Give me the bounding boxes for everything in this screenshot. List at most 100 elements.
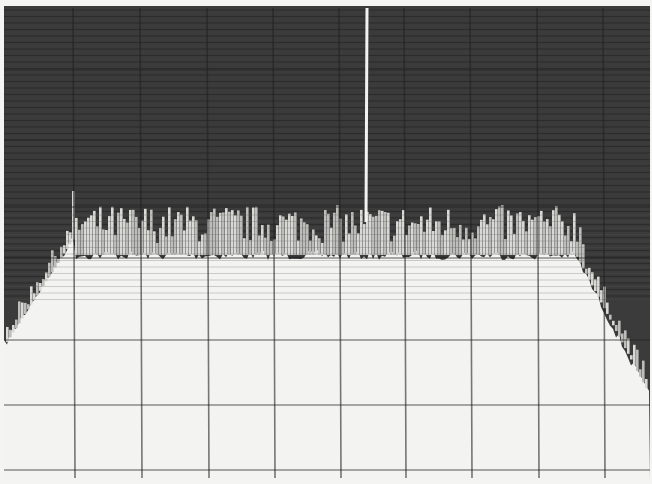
noise-spike	[615, 325, 618, 331]
noise-spike	[144, 208, 147, 255]
noise-spike	[384, 212, 387, 255]
noise-spike	[267, 224, 270, 255]
noise-spike	[567, 226, 570, 255]
noise-spike	[558, 214, 561, 255]
noise-spike	[552, 210, 555, 255]
noise-spike	[348, 233, 351, 255]
noise-spike	[636, 349, 639, 371]
noise-spike	[189, 220, 192, 255]
noise-spike	[291, 216, 294, 255]
noise-spike	[33, 293, 36, 300]
noise-spike	[147, 230, 150, 255]
noise-spike	[282, 216, 285, 255]
noise-spike	[402, 210, 405, 255]
noise-spike	[213, 208, 216, 255]
noise-spike	[342, 241, 345, 255]
noise-spike	[597, 276, 600, 297]
noise-spike	[351, 212, 354, 255]
noise-spike	[219, 212, 222, 255]
noise-spike	[444, 230, 447, 255]
noise-spike	[111, 206, 114, 255]
noise-spike	[390, 241, 393, 255]
noise-spike	[174, 219, 177, 255]
noise-spike	[84, 221, 87, 255]
noise-spike	[63, 245, 66, 254]
noise-spike	[201, 234, 204, 255]
noise-spike	[75, 217, 78, 255]
noise-spike	[426, 219, 429, 255]
noise-spike	[321, 242, 324, 255]
noise-spike	[18, 301, 21, 324]
noise-spike	[123, 218, 126, 255]
noise-spike	[606, 302, 609, 314]
grid-vertical	[206, 7, 210, 479]
noise-spike	[639, 369, 642, 377]
grid-vertical	[72, 7, 76, 479]
noise-spike	[630, 355, 633, 360]
noise-spike	[156, 242, 159, 255]
noise-spike	[222, 212, 225, 255]
noise-spike	[330, 227, 333, 255]
noise-spike	[393, 235, 396, 255]
noise-spike	[498, 206, 501, 255]
noise-spike	[414, 223, 417, 255]
noise-spike	[135, 216, 138, 255]
noise-spike	[24, 302, 27, 314]
noise-spike	[153, 231, 156, 255]
noise-spike	[387, 212, 390, 255]
noise-spike	[345, 214, 348, 255]
noise-spike	[495, 209, 498, 255]
noise-spike	[261, 225, 264, 255]
noise-spike	[48, 262, 51, 277]
noise-spike	[300, 218, 303, 255]
noise-spike	[186, 206, 189, 255]
noise-spike	[198, 241, 201, 255]
noise-spike	[9, 329, 12, 338]
noise-spike	[162, 216, 165, 255]
noise-spike	[573, 213, 576, 255]
noise-spike	[165, 236, 168, 255]
noise-spike	[486, 224, 489, 255]
noise-spike	[117, 212, 120, 255]
noise-spike	[180, 214, 183, 255]
noise-spike	[441, 235, 444, 255]
noise-spike	[381, 210, 384, 255]
noise-spike	[243, 238, 246, 255]
noise-spike	[234, 215, 237, 255]
noise-spike	[285, 219, 288, 255]
noise-spike	[633, 344, 636, 366]
noise-spike	[408, 225, 411, 255]
noise-spike	[423, 231, 426, 255]
noise-spike	[318, 238, 321, 255]
noise-spike	[564, 235, 567, 255]
noise-spike	[438, 221, 441, 255]
grid-vertical	[272, 7, 276, 479]
noise-spike	[51, 250, 54, 273]
noise-spike	[399, 219, 402, 255]
noise-spike	[225, 208, 228, 255]
noise-spike	[129, 209, 132, 255]
noise-spike	[141, 220, 144, 255]
noise-spike	[378, 210, 381, 255]
noise-spike	[450, 228, 453, 255]
noise-spike	[297, 240, 300, 255]
noise-spike	[459, 224, 462, 255]
noise-spike	[591, 272, 594, 286]
noise-spike	[210, 212, 213, 255]
noise-spike	[105, 230, 108, 255]
noise-spike	[357, 233, 360, 255]
noise-spike	[231, 210, 234, 255]
noise-spike	[528, 215, 531, 255]
noise-spike	[279, 215, 282, 255]
noise-spike	[336, 205, 339, 255]
noise-spike	[507, 210, 510, 255]
noise-spike	[192, 216, 195, 255]
noise-spike	[576, 241, 579, 257]
noise-spike	[21, 302, 24, 319]
noise-spike	[81, 224, 84, 255]
noise-spike	[618, 320, 621, 337]
noise-spike	[159, 227, 162, 255]
noise-spike	[96, 226, 99, 255]
noise-spike	[204, 233, 207, 255]
noise-spike	[246, 206, 249, 255]
